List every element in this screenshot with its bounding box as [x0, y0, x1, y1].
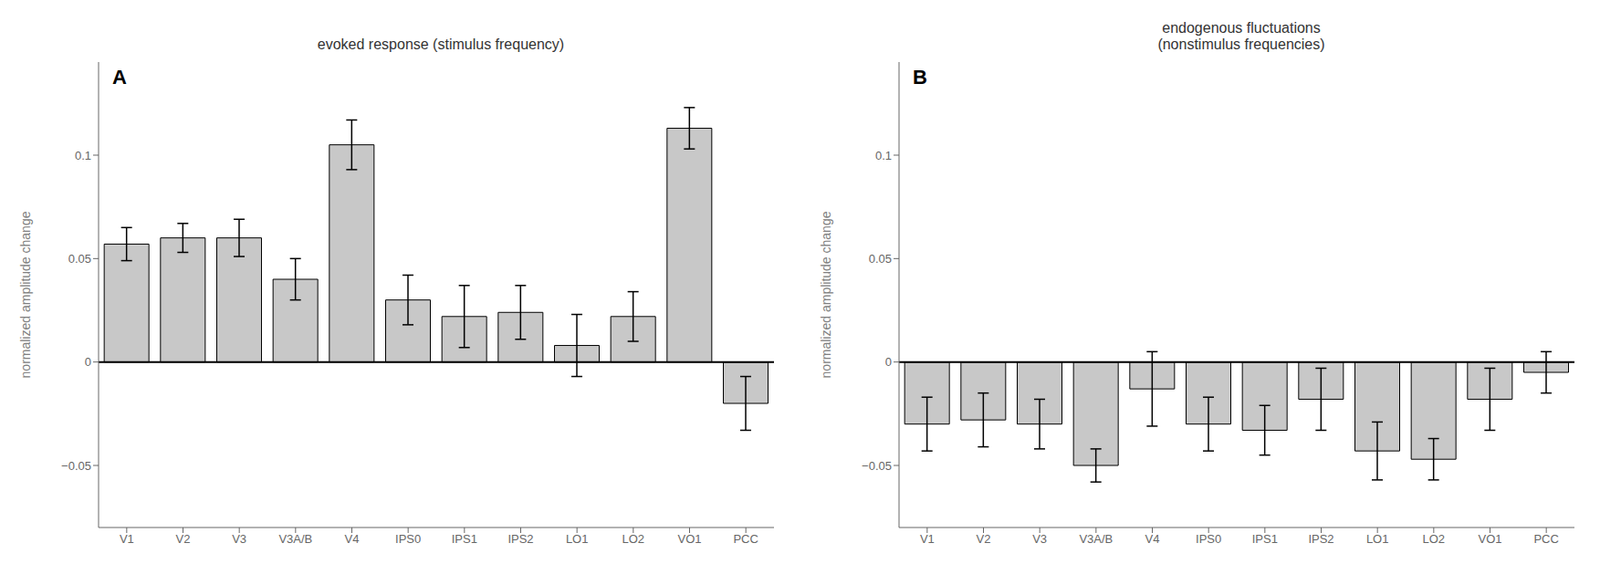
svg-text:V1: V1 — [119, 532, 135, 546]
svg-text:0: 0 — [84, 355, 92, 369]
svg-text:V1: V1 — [920, 532, 935, 546]
svg-text:V3A/B: V3A/B — [1078, 532, 1113, 546]
html-text:B: B — [912, 65, 928, 89]
svg-text:PCC: PCC — [732, 532, 758, 546]
svg-text:IPS2: IPS2 — [507, 532, 534, 546]
svg-text:IPS0: IPS0 — [1195, 532, 1222, 546]
html-text:A: A — [112, 65, 127, 89]
svg-text:0.05: 0.05 — [68, 251, 92, 266]
svg-text:VO1: VO1 — [677, 532, 701, 546]
svg-text:IPS1: IPS1 — [1252, 532, 1278, 546]
svg-text:−0.05: −0.05 — [61, 459, 92, 473]
svg-text:V2: V2 — [976, 532, 992, 546]
svg-text:V4: V4 — [345, 532, 360, 546]
svg-text:V3A/B: V3A/B — [278, 532, 313, 546]
svg-text:VO1: VO1 — [1477, 532, 1502, 546]
svg-text:LO2: LO2 — [622, 532, 646, 546]
svg-text:LO2: LO2 — [1422, 532, 1446, 546]
svg-text:PCC: PCC — [1533, 532, 1559, 546]
svg-text:0.1: 0.1 — [74, 148, 92, 163]
svg-text:V2: V2 — [176, 532, 191, 546]
svg-text:0.05: 0.05 — [868, 251, 892, 266]
html-text:endogenous fluctuations: endogenous fluctuations — [1162, 20, 1321, 36]
svg-text:LO1: LO1 — [1366, 532, 1390, 546]
svg-text:LO1: LO1 — [565, 532, 589, 546]
svg-text:normalized amplitude change: normalized amplitude change — [18, 210, 33, 378]
svg-text:normalized amplitude change: normalized amplitude change — [818, 210, 834, 378]
svg-text:V3: V3 — [231, 532, 247, 546]
svg-text:0.1: 0.1 — [875, 148, 892, 163]
svg-text:IPS0: IPS0 — [395, 532, 421, 546]
svg-text:V3: V3 — [1032, 532, 1047, 546]
svg-text:IPS2: IPS2 — [1307, 532, 1334, 546]
svg-text:V4: V4 — [1145, 532, 1161, 546]
svg-text:IPS1: IPS1 — [451, 532, 478, 546]
html-text:evoked response (stimulus freq: evoked response (stimulus frequency) — [317, 36, 565, 53]
svg-text:0: 0 — [885, 355, 892, 369]
html-text:(nonstimulus frequencies): (nonstimulus frequencies) — [1157, 36, 1325, 53]
svg-text:−0.05: −0.05 — [861, 459, 892, 473]
